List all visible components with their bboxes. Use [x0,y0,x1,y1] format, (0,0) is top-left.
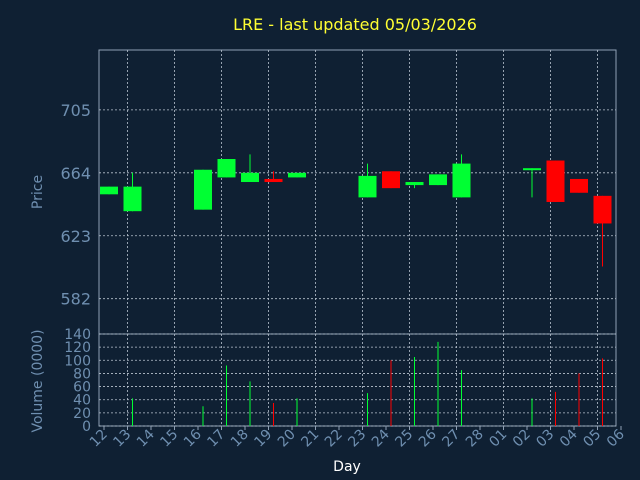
volume-panel-frame [98,333,617,427]
candle-body [358,175,377,198]
candle-body [546,160,565,202]
price-axis-label: Price [30,175,46,209]
candle-body [452,163,471,198]
volume-tick-label: 140 [64,327,91,343]
candle-body [100,186,118,195]
volume-grid [99,333,616,427]
x-axis-ticks: 12 13 14 15 16 17 18 19 20 21 22 23 24 25 26 27 28 01 02 03… [87,426,628,450]
candle-body [288,172,306,178]
volume-tick-label: 20 [73,406,91,422]
volume-tick-label: 100 [64,353,91,369]
volume-tick-label: 80 [73,366,91,382]
chart-title: LRE - last updated 05/03/2026 [233,15,477,34]
candle-body [123,186,142,212]
candles-layer [100,154,612,267]
volume-tick-label: 120 [64,340,91,356]
price-tick-label: 582 [60,290,91,309]
candle-body [382,171,400,189]
price-axis-ticks: 582 623 664 705 [60,101,91,309]
volume-bars-layer [132,341,603,426]
candle-body [217,158,236,178]
candle-body [241,172,259,183]
candle-body [429,174,447,186]
price-tick-label: 623 [60,227,91,246]
price-tick-label: 705 [60,101,91,120]
candle-body [593,195,612,224]
candle-body [405,182,424,186]
candle-body [194,169,212,210]
candle-body [570,178,588,193]
candle-body [523,168,541,171]
x-axis-label: Day [333,459,361,475]
candle-body [264,178,283,183]
volume-tick-label: 0 [82,419,91,435]
price-tick-label: 664 [60,164,91,183]
volume-axis-label: Volume (0000) [30,329,46,432]
volume-tick-label: 60 [73,380,91,396]
volume-tick-label: 40 [73,393,91,409]
